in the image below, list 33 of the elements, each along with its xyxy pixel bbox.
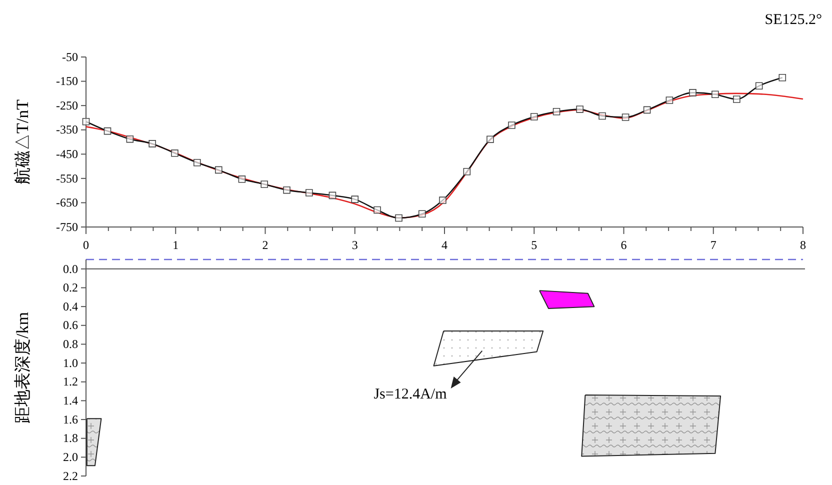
y-tick-label: 1.8 xyxy=(63,431,78,446)
y-tick-label: 0.2 xyxy=(63,280,78,295)
y-tick-label: 0.4 xyxy=(63,299,78,314)
y-tick-label: 1.0 xyxy=(63,356,78,370)
x-tick-label: 4 xyxy=(442,238,448,252)
y-tick-label: -150 xyxy=(56,74,78,88)
y-tick-label: -250 xyxy=(56,98,78,112)
y-tick-label: -450 xyxy=(56,146,78,161)
x-tick-label: 0 xyxy=(83,238,89,252)
y-tick-label: -650 xyxy=(56,196,78,210)
y-tick-label: 0.6 xyxy=(63,318,78,332)
y-tick-label: -350 xyxy=(56,122,78,137)
chart-title: SE125.2° xyxy=(764,12,822,28)
y-tick-label: 0.8 xyxy=(63,337,78,352)
x-tick-label: 8 xyxy=(800,238,806,252)
x-tick-label: 7 xyxy=(710,238,716,252)
annotation: Js=12.4A/m xyxy=(374,386,448,402)
x-tick-label: 1 xyxy=(172,238,179,252)
y-tick-label: 0.0 xyxy=(63,262,78,276)
y-axis-title: 航磁△T/nT xyxy=(13,98,32,184)
x-tick-label: 5 xyxy=(531,238,538,252)
y-tick-label: -50 xyxy=(62,50,78,64)
y-tick-label: 1.4 xyxy=(63,394,78,408)
y-axis-title: 距地表深度/km xyxy=(13,312,32,424)
y-tick-label: 2.2 xyxy=(63,468,78,483)
y-tick-label: 1.2 xyxy=(63,374,78,389)
y-tick-label: -750 xyxy=(56,220,78,234)
x-tick-label: 2 xyxy=(262,238,268,252)
x-tick-label: 6 xyxy=(620,238,627,252)
x-tick-label: 3 xyxy=(352,238,358,252)
y-tick-label: 1.6 xyxy=(63,412,78,426)
y-tick-label: -550 xyxy=(56,171,78,186)
y-tick-label: 2.0 xyxy=(63,450,78,464)
